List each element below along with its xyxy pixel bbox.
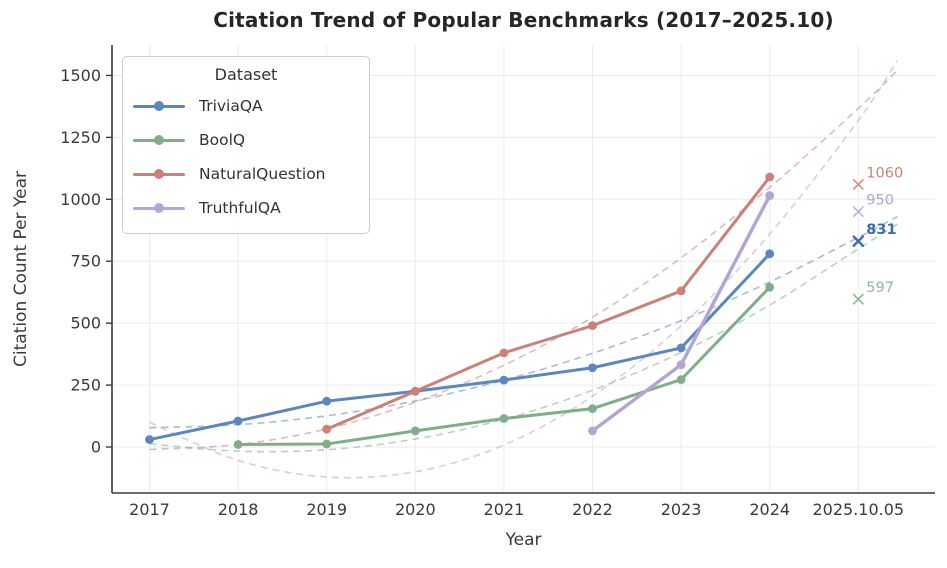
legend-line-swatch bbox=[133, 169, 185, 179]
y-tick-label: 1500 bbox=[60, 66, 101, 85]
data-point-triviaqa bbox=[588, 363, 597, 373]
y-tick-label: 500 bbox=[70, 314, 101, 333]
annotation-x-marker-boolq bbox=[852, 293, 864, 305]
x-tick-label: 2022 bbox=[572, 500, 613, 519]
data-point-boolq bbox=[322, 439, 332, 449]
series-line-naturalquestion bbox=[325, 175, 772, 431]
x-axis-label: Year bbox=[505, 530, 542, 550]
data-point-boolq bbox=[499, 414, 509, 423]
data-point-boolq bbox=[410, 426, 420, 436]
trend-line-truthfulqa bbox=[149, 60, 898, 479]
data-point-truthfulqa bbox=[765, 191, 775, 200]
x-tick-label: 2021 bbox=[484, 500, 525, 519]
data-point-truthfulqa bbox=[676, 360, 686, 370]
annotation-x-marker-triviaqa bbox=[852, 235, 865, 247]
x-tick-label: 2018 bbox=[218, 500, 259, 519]
x-tick-label: 2020 bbox=[395, 500, 436, 519]
data-point-triviaqa bbox=[765, 249, 775, 259]
legend-item-label: TruthfulQA bbox=[199, 199, 281, 217]
data-point-triviaqa bbox=[145, 435, 154, 444]
chart-title: Citation Trend of Popular Benchmarks (20… bbox=[213, 8, 834, 32]
legend-title: Dataset bbox=[214, 65, 278, 84]
trend-line-triviaqa bbox=[149, 215, 898, 429]
data-point-naturalquestion bbox=[499, 348, 509, 358]
y-tick-label: 0 bbox=[91, 438, 101, 457]
data-point-boolq bbox=[233, 440, 243, 449]
data-point-triviaqa bbox=[322, 396, 332, 406]
legend-item-triviaqa: TriviaQA bbox=[133, 89, 359, 123]
legend-marker-dot bbox=[154, 135, 164, 145]
x-tick-label: 2025.10.05 bbox=[812, 500, 904, 519]
legend-line-swatch bbox=[133, 203, 185, 213]
annotation-label-triviaqa: 831 bbox=[866, 222, 896, 238]
legend-marker-dot bbox=[154, 169, 164, 179]
legend-item-label: NaturalQuestion bbox=[199, 165, 326, 183]
legend-marker-dot bbox=[154, 101, 164, 111]
x-tick-label: 2023 bbox=[661, 500, 702, 519]
data-point-triviaqa bbox=[499, 375, 509, 385]
y-axis-label: Citation Count Per Year bbox=[11, 171, 31, 367]
data-point-naturalquestion bbox=[410, 386, 420, 396]
y-tick-label: 750 bbox=[70, 252, 101, 271]
legend-line-swatch bbox=[133, 101, 185, 111]
annotation-label-truthfulqa: 950 bbox=[866, 193, 894, 209]
legend-item-label: TriviaQA bbox=[199, 97, 263, 115]
data-point-triviaqa bbox=[676, 343, 686, 353]
x-tick-label: 2017 bbox=[129, 500, 170, 519]
legend-item-boolq: BoolQ bbox=[133, 123, 359, 157]
data-point-truthfulqa bbox=[588, 426, 597, 436]
x-tick-label: 2024 bbox=[749, 500, 790, 519]
data-point-boolq bbox=[765, 282, 775, 292]
annotation-label-boolq: 597 bbox=[866, 280, 894, 296]
annotation-x-marker-naturalquestion bbox=[852, 178, 864, 190]
y-tick-label: 1000 bbox=[60, 190, 101, 209]
legend-item-naturalquestion: NaturalQuestion bbox=[133, 157, 359, 191]
y-tick-label: 1250 bbox=[60, 128, 101, 147]
data-point-naturalquestion bbox=[676, 286, 686, 296]
annotation-label-naturalquestion: 1060 bbox=[866, 165, 903, 181]
annotation-x-marker-truthfulqa bbox=[852, 206, 864, 218]
trend-line-boolq bbox=[149, 223, 898, 453]
legend-item-label: BoolQ bbox=[199, 131, 246, 149]
data-point-naturalquestion bbox=[765, 172, 775, 182]
data-point-naturalquestion bbox=[322, 424, 332, 434]
series-line-triviaqa bbox=[148, 252, 772, 442]
data-point-triviaqa bbox=[233, 416, 243, 426]
x-tick-label: 2019 bbox=[306, 500, 347, 519]
data-point-boolq bbox=[676, 375, 686, 385]
legend-marker-dot bbox=[154, 203, 164, 213]
data-point-boolq bbox=[588, 404, 597, 414]
y-tick-label: 250 bbox=[70, 376, 101, 395]
legend-item-truthfulqa: TruthfulQA bbox=[133, 191, 359, 225]
legend-line-swatch bbox=[133, 135, 185, 145]
data-point-naturalquestion bbox=[588, 321, 597, 331]
trend-line-naturalquestion bbox=[149, 69, 898, 451]
legend: Dataset TriviaQA BoolQ NaturalQuestion Trut… bbox=[122, 56, 370, 234]
